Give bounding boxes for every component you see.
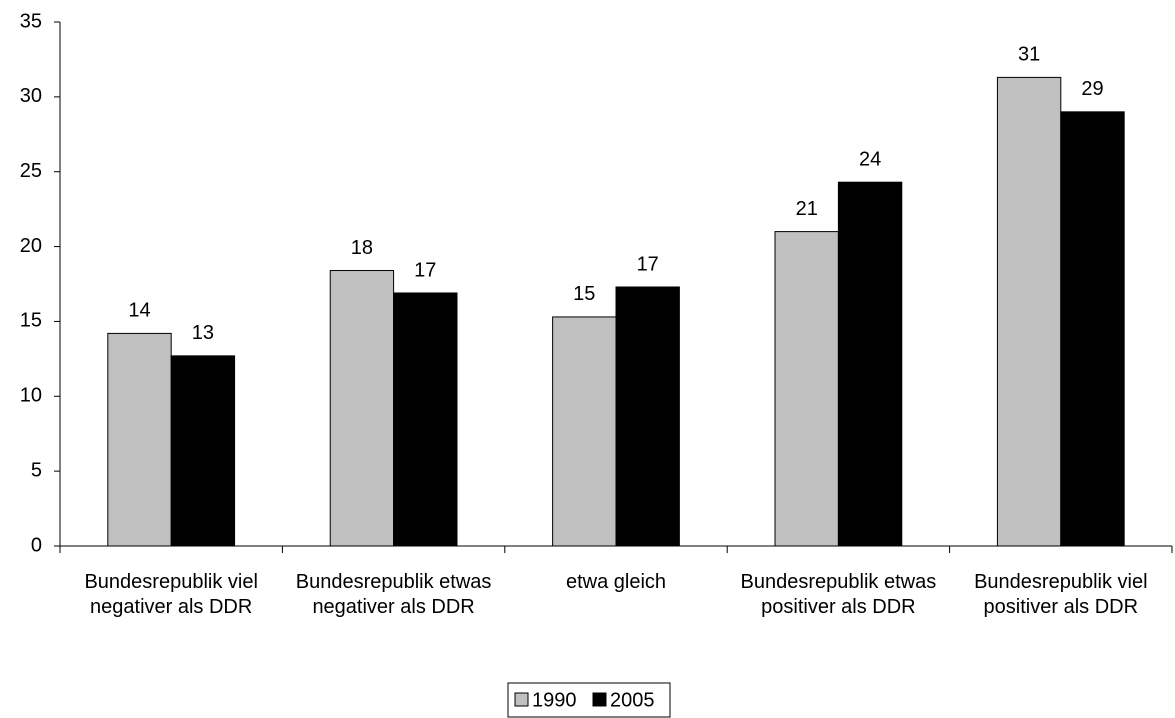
legend-box — [507, 682, 671, 718]
legend-swatch — [592, 692, 607, 707]
legend-label: 2005 — [610, 689, 655, 711]
y-tick-label: 20 — [20, 235, 42, 257]
value-label: 21 — [796, 198, 818, 220]
legend-label: 1990 — [532, 689, 577, 711]
value-label: 18 — [351, 237, 373, 259]
value-label: 17 — [414, 259, 436, 281]
bar — [552, 316, 617, 547]
bar — [615, 286, 680, 547]
value-label: 24 — [859, 148, 881, 170]
value-label: 13 — [192, 322, 214, 344]
bar — [107, 332, 172, 547]
value-label: 29 — [1081, 78, 1103, 100]
bar — [837, 181, 903, 547]
x-tick-label: etwa gleich — [565, 571, 667, 593]
value-label: 15 — [573, 283, 595, 305]
y-tick-label: 0 — [31, 534, 42, 556]
x-tick-label: Bundesrepublik viel positiver als DDR — [974, 571, 1148, 618]
x-tick-label: Bundesrepublik viel negativer als DDR — [84, 571, 258, 618]
bar — [393, 292, 458, 547]
bar — [170, 355, 236, 547]
value-label: 31 — [1018, 44, 1040, 66]
y-tick-label: 10 — [20, 385, 42, 407]
bar — [329, 270, 395, 547]
y-tick-label: 15 — [20, 310, 42, 332]
bar — [774, 231, 839, 547]
y-tick-label: 35 — [20, 10, 42, 32]
y-tick-label: 5 — [31, 459, 42, 481]
y-tick-label: 25 — [20, 160, 42, 182]
x-tick-label: Bundesrepublik etwas positiver als DDR — [740, 571, 937, 618]
value-label: 14 — [128, 300, 150, 322]
bar — [1060, 111, 1125, 547]
bar — [996, 76, 1062, 547]
value-label: 17 — [637, 253, 659, 275]
y-tick-label: 30 — [20, 85, 42, 107]
legend-swatch — [514, 692, 529, 707]
x-tick-label: Bundesrepublik etwas negativer als DDR — [295, 571, 492, 618]
